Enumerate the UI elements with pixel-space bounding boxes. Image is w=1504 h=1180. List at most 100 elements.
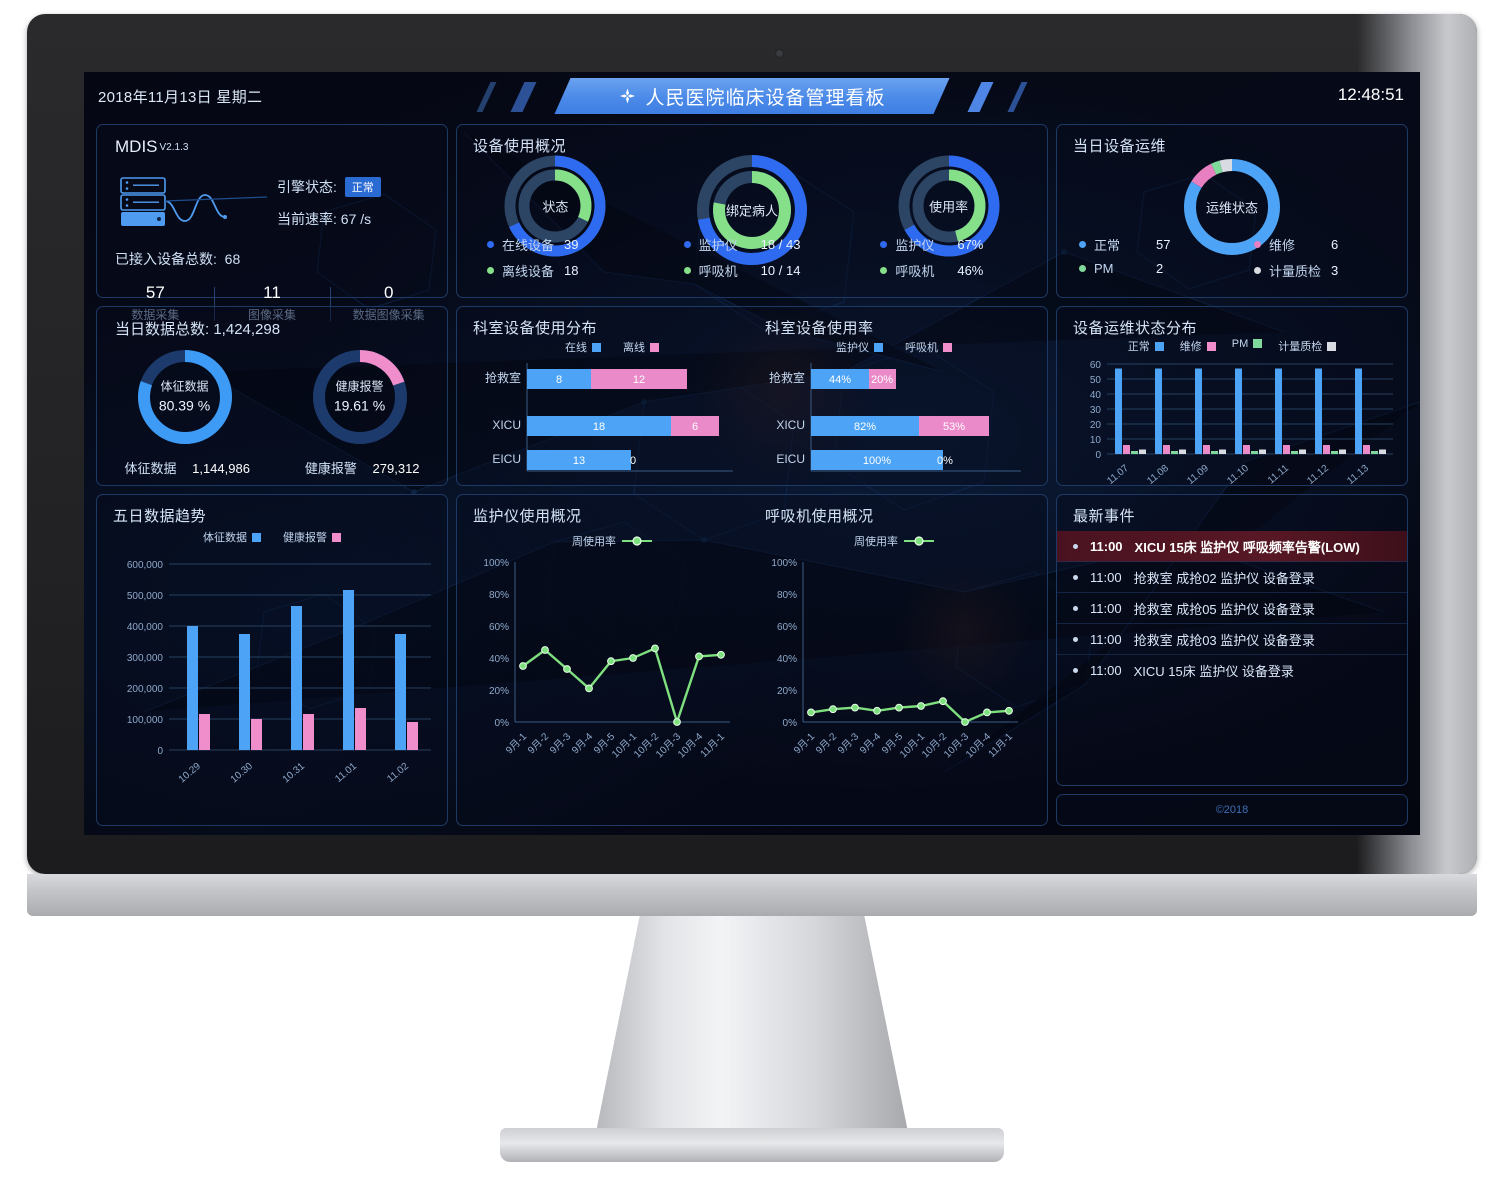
total-devices-value: 68	[224, 251, 241, 267]
event-time: 11:00	[1090, 631, 1122, 647]
svg-text:XICU: XICU	[492, 418, 521, 432]
legend-label: 计量质检	[1278, 341, 1323, 353]
legend-label: 离线	[623, 342, 645, 354]
panel-footer: ©2018	[1056, 794, 1408, 826]
legend-swatch-icon	[1253, 339, 1263, 348]
svg-text:9月-1: 9月-1	[791, 730, 817, 756]
band-sliver-right-inner	[968, 82, 994, 112]
legend-label: 计量质检	[1269, 264, 1322, 279]
band-sliver-left-outer	[476, 82, 496, 112]
footer-value: 279,312	[372, 461, 420, 476]
mdis-stats: 57 数据采集 11 图像采集 0 数据图像采集	[97, 283, 447, 323]
list-item[interactable]: 11:00 抢救室 成抢03 监护仪 设备登录	[1057, 624, 1407, 655]
stat-value: 57	[145, 283, 165, 302]
legend-label: 维修	[1269, 238, 1296, 253]
svg-text:10.31: 10.31	[281, 761, 308, 786]
legend-item: PM 2	[1079, 261, 1232, 276]
svg-text:0%: 0%	[495, 718, 510, 729]
list-item[interactable]: 11:00 抢救室 成抢05 监护仪 设备登录	[1057, 593, 1407, 624]
svg-text:80%: 80%	[777, 590, 797, 601]
footer-label: 体征数据	[124, 461, 177, 476]
svg-text:40%: 40%	[489, 654, 509, 665]
events-list[interactable]: 11:00 XICU 15床 监护仪 呼吸频率告警(LOW) 11:00 抢救室…	[1057, 531, 1407, 686]
svg-text:0: 0	[1095, 450, 1101, 461]
stat-data-collection: 57 数据采集	[97, 283, 214, 323]
legend-dot-icon	[683, 241, 691, 248]
total-devices-label: 已接入设备总数:	[115, 251, 217, 267]
svg-text:60: 60	[1090, 360, 1102, 371]
legend-item: 监护仪 18 / 43	[683, 235, 851, 254]
svg-text:9月-2: 9月-2	[525, 730, 551, 756]
svg-text:EICU: EICU	[776, 452, 805, 466]
svg-text:18: 18	[593, 421, 605, 433]
donut-center-pct: 80.39 %	[158, 397, 211, 414]
svg-text:8: 8	[556, 374, 562, 386]
dashboard-title: 人民医院临床设备管理看板	[554, 78, 949, 114]
screen: 2018年11月13日 星期二 人民医院临床设备管理看板 12:48:51	[84, 72, 1420, 835]
event-text: 抢救室 成抢02 监护仪 设备登录	[1133, 570, 1315, 586]
svg-text:100%: 100%	[483, 558, 509, 569]
stat-data-image-collection: 0 数据图像采集	[330, 283, 447, 323]
band-sliver-left-inner	[510, 82, 536, 112]
svg-text:10月-4: 10月-4	[675, 730, 705, 760]
panel-mdis: MDIS V2.1.3	[96, 124, 448, 322]
list-item[interactable]: 11:00 XICU 15床 监护仪 呼吸频率告警(LOW)	[1057, 531, 1407, 562]
legend-item: 正常 57	[1079, 235, 1232, 254]
legend-label: PM	[1094, 261, 1114, 276]
event-time: 11:00	[1090, 569, 1122, 585]
donut-center-label: 状态	[542, 199, 569, 215]
svg-text:30: 30	[1090, 405, 1102, 416]
list-item[interactable]: 11:00 抢救室 成抢02 监护仪 设备登录	[1057, 562, 1407, 593]
legend-status: 在线设备 39 离线设备 18	[457, 235, 654, 287]
legend-item: 周使用率	[572, 533, 652, 549]
legend-swatch-icon	[1206, 342, 1216, 351]
svg-text:12: 12	[633, 374, 645, 386]
donut-health-alarm: 健康报警 19.61 %	[308, 345, 412, 449]
stat-value: 0	[383, 283, 394, 302]
usage-legends: 在线设备 39 离线设备 18 监护仪 18 / 4	[457, 235, 1047, 287]
legend-item: 呼吸机 10 / 14	[683, 261, 851, 280]
legend-item: 计量质检	[1278, 338, 1337, 354]
mdis-name: MDIS	[115, 137, 158, 156]
bullet-icon	[1073, 636, 1078, 642]
dept-distribution-chart: 抢救室 8 12 XICU 18 6 EICU 13 0	[485, 363, 733, 472]
legend-swatch-icon	[874, 343, 883, 352]
legend-dot-icon	[683, 267, 691, 274]
bullet-icon	[1073, 574, 1078, 580]
list-item[interactable]: 11:00 XICU 15床 监护仪 设备登录	[1057, 655, 1407, 686]
panel-title-monitor: 监护仪使用概况	[473, 508, 582, 525]
donut-center-label: 使用率	[929, 199, 969, 215]
svg-text:40%: 40%	[777, 654, 797, 665]
svg-text:20%: 20%	[777, 686, 797, 697]
legend-value: 57	[1156, 237, 1171, 252]
svg-text:6: 6	[692, 421, 698, 433]
legend-dot-icon	[880, 267, 888, 274]
legend-swatch-icon	[1154, 342, 1164, 351]
legend-item: PM	[1232, 338, 1263, 354]
dist-legend: 在线 离线	[477, 339, 747, 355]
legend-value: 18	[564, 263, 579, 278]
panel-title-distribution: 科室设备使用分布	[473, 320, 598, 337]
panel-title-rate: 科室设备使用率	[765, 320, 874, 337]
svg-text:0: 0	[157, 746, 163, 757]
donut-vital-data: 体征数据 80.39 %	[133, 345, 237, 449]
legend-label: 正常	[1127, 341, 1150, 353]
svg-text:0%: 0%	[783, 718, 798, 729]
svg-text:抢救室: 抢救室	[485, 370, 521, 385]
legend-item: 维修 6	[1254, 235, 1407, 254]
legend-label: 周使用率	[572, 536, 616, 548]
legend-value: 3	[1331, 263, 1339, 278]
footer-label: 健康报警	[304, 461, 357, 476]
svg-text:500,000: 500,000	[127, 591, 164, 602]
legend-dot-icon	[1079, 241, 1086, 248]
legend-dot-icon	[1079, 265, 1086, 272]
panel-daily-data-total: 当日数据总数: 1,424,298 体征数据 80.39 %	[96, 306, 448, 486]
donut-center-name: 健康报警	[335, 379, 384, 394]
dual-ring-donut	[504, 155, 606, 257]
legend-swatch-icon	[252, 533, 261, 542]
footer-value: 1,144,986	[192, 461, 250, 476]
svg-text:20%: 20%	[489, 686, 509, 697]
legend-bound-patients: 监护仪 18 / 43 呼吸机 10 / 14	[654, 235, 851, 287]
cross-sparkle-icon	[618, 87, 636, 105]
dashboard-title-band: 人民医院临床设备管理看板	[554, 78, 949, 114]
